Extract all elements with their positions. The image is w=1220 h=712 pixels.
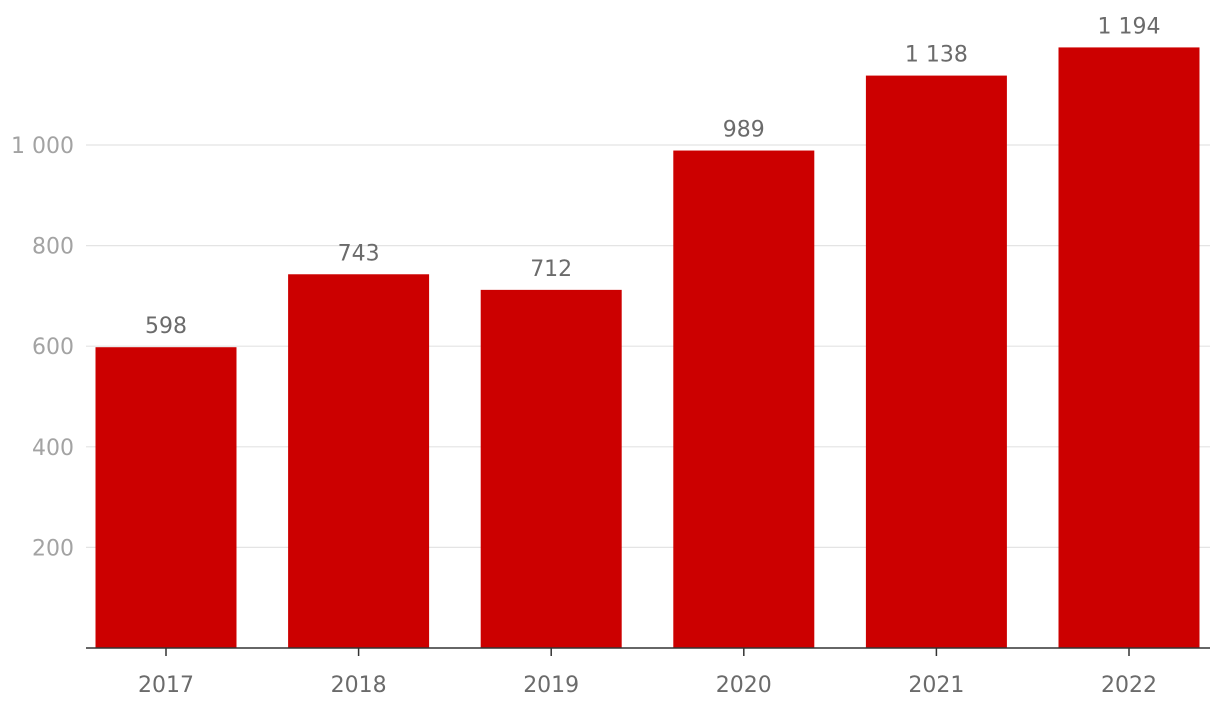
bars (95, 47, 1200, 649)
y-tick-label: 600 (32, 335, 74, 360)
x-tick-label: 2020 (716, 673, 772, 698)
data-label: 598 (145, 314, 187, 339)
bar-2017 (95, 347, 237, 648)
bar-2018 (288, 274, 430, 648)
y-tick-label: 400 (32, 436, 74, 461)
data-label: 712 (530, 257, 572, 282)
x-tick-label: 2021 (908, 673, 964, 698)
x-tick-label: 2019 (523, 673, 579, 698)
data-label: 1 194 (1098, 14, 1161, 39)
axes (86, 647, 1210, 656)
x-tick-label: 2022 (1101, 673, 1157, 698)
y-tick-label: 200 (32, 536, 74, 561)
labels: 200 400 600 800 1 000 598 2017 743 2018 712 2019 98… (11, 14, 1160, 698)
gridlines (86, 144, 1210, 549)
data-label: 743 (338, 241, 380, 266)
x-tick-label: 2017 (138, 673, 194, 698)
bar-2021 (865, 75, 1007, 648)
bar-2020 (673, 150, 815, 648)
x-tick-label: 2018 (331, 673, 387, 698)
data-label: 1 138 (905, 43, 968, 68)
y-tick-label: 800 (32, 235, 74, 260)
data-label: 989 (723, 118, 765, 143)
y-tick-label: 1 000 (11, 134, 74, 159)
bar-2022 (1058, 47, 1200, 649)
bar-2019 (480, 289, 622, 648)
